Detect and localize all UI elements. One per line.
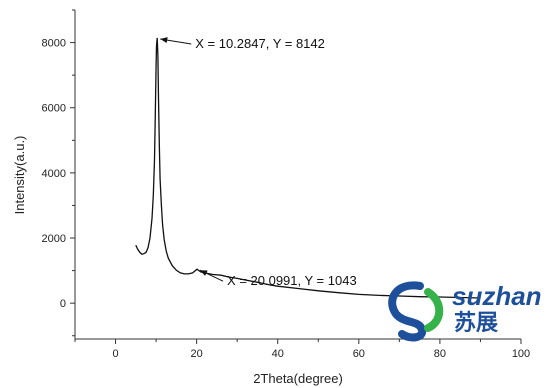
x-ticks: 0 20 40 60 80 100 <box>74 339 530 360</box>
y-tick-label: 6000 <box>42 103 66 115</box>
y-tick-label: 4000 <box>42 168 66 180</box>
x-tick-label: 80 <box>434 348 446 360</box>
logo-swirl-icon <box>388 281 444 342</box>
x-tick-label: 40 <box>272 348 284 360</box>
x-tick-label: 0 <box>112 348 118 360</box>
annotation-arrowhead <box>200 270 208 276</box>
x-tick-label: 100 <box>512 348 530 360</box>
y-tick-label: 0 <box>60 298 66 310</box>
y-tick-label: 2000 <box>42 233 66 245</box>
annotation-label: X = 20.0991, Y = 1043 <box>227 273 357 288</box>
suzhan-logo: suzhan 苏展 <box>388 281 542 342</box>
annotations: X = 10.2847, Y = 8142 X = 20.0991, Y = 10… <box>160 36 357 288</box>
annotation-label: X = 10.2847, Y = 8142 <box>195 36 325 51</box>
y-ticks: 0 2000 4000 6000 8000 <box>42 9 75 337</box>
x-tick-label: 60 <box>353 348 365 360</box>
x-tick-label: 20 <box>191 348 203 360</box>
logo-text-en: suzhan <box>452 281 542 311</box>
logo-text-cn: 苏展 <box>454 310 498 336</box>
plot-area: 0 20 40 60 80 100 0 2000 4000 6000 8000 X = 10.28… <box>42 9 530 360</box>
x-axis-title: 2Theta(degree) <box>253 371 343 386</box>
annotation-arrowhead <box>160 37 168 44</box>
y-axis-title: Intensity(a.u.) <box>12 136 27 215</box>
series-line <box>135 37 481 299</box>
y-tick-label: 8000 <box>42 38 66 50</box>
